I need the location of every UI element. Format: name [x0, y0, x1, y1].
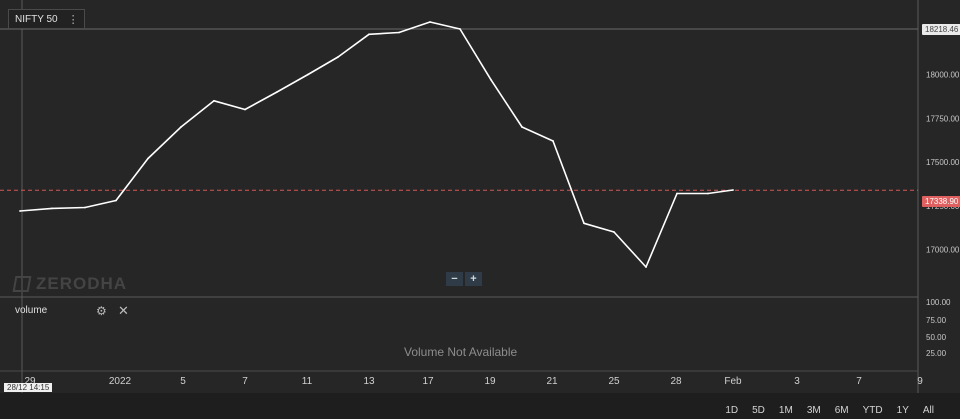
time-tick-label: 9 — [917, 376, 923, 387]
time-tick-label: 17 — [422, 376, 434, 387]
price-point — [19, 210, 21, 212]
range-3m[interactable]: 3M — [806, 405, 821, 416]
price-point — [676, 192, 678, 195]
range-5d[interactable]: 5D — [752, 405, 765, 416]
crosshair-price-tag: 18218.46 — [922, 24, 960, 35]
zerodha-watermark: ZERODHA — [12, 274, 128, 294]
zoom-out-button[interactable]: − — [446, 272, 463, 286]
time-tick-label: 19 — [484, 376, 496, 387]
price-point — [490, 78, 492, 81]
time-tick-label: Feb — [724, 376, 742, 387]
zoom-controls: − + — [446, 272, 482, 286]
volume-unavailable-message: Volume Not Available — [404, 345, 518, 359]
price-point — [583, 222, 585, 225]
price-point — [51, 207, 53, 210]
range-1d[interactable]: 1D — [725, 405, 739, 416]
price-point — [84, 206, 86, 209]
kebab-menu-icon[interactable]: ⋮ — [67, 13, 79, 26]
time-tick-label: 29 — [24, 376, 36, 387]
range-bar — [0, 393, 960, 419]
price-series-points — [19, 21, 734, 268]
price-point — [368, 33, 370, 36]
price-point — [398, 31, 400, 34]
symbol-name: NIFTY 50 — [15, 13, 58, 25]
price-point — [552, 140, 554, 142]
price-point — [115, 199, 117, 202]
price-point — [147, 157, 149, 160]
price-tick-label: 17500.00 — [926, 158, 960, 167]
price-tick-label: 18000.00 — [926, 71, 960, 80]
price-point — [613, 231, 615, 233]
volume-axis-ticks: 100.00 75.00 50.00 25.00 — [926, 298, 951, 358]
volume-tick-label: 50.00 — [926, 333, 947, 342]
price-series-line — [19, 21, 734, 268]
close-icon[interactable]: ✕ — [118, 303, 129, 318]
range-ytd[interactable]: YTD — [862, 405, 883, 416]
time-tick-label: 11 — [302, 376, 313, 387]
price-point — [180, 126, 182, 128]
time-axis-ticks: 29 2022 5 7 11 13 17 19 21 25 28 Feb 3 7 9 — [24, 376, 923, 387]
range-1y[interactable]: 1Y — [896, 405, 909, 416]
price-point — [521, 126, 523, 128]
time-tick-label: 28 — [670, 376, 682, 387]
watermark-text: ZERODHA — [36, 274, 128, 293]
crosshair-time-tag: 28/12 14:15 — [4, 383, 53, 392]
price-point — [459, 28, 461, 30]
time-tick-label: 21 — [546, 376, 558, 387]
volume-study-label: volume — [15, 305, 48, 316]
time-tick-label: 7 — [856, 376, 862, 387]
price-axis-ticks: 18250.0018000.0017750.0017500.0017250.00… — [926, 27, 960, 255]
symbol-selector[interactable]: NIFTY 50 ⋮ — [8, 9, 85, 29]
price-point — [244, 108, 246, 111]
gear-icon[interactable]: ⚙ — [96, 304, 107, 318]
range-1m[interactable]: 1M — [778, 405, 793, 416]
price-point — [337, 56, 339, 58]
range-all[interactable]: All — [922, 405, 934, 416]
price-point — [276, 91, 278, 93]
time-tick-label: 3 — [794, 376, 800, 387]
price-tick-label: 17750.00 — [926, 114, 960, 123]
price-point — [707, 192, 709, 195]
volume-tick-label: 75.00 — [926, 316, 947, 325]
range-selector: 1D 5D 1M 3M 6M YTD 1Y All — [711, 405, 934, 416]
zoom-in-button[interactable]: + — [465, 272, 482, 286]
price-point — [429, 21, 431, 23]
time-tick-label: 7 — [242, 376, 248, 387]
price-point — [645, 266, 647, 268]
time-tick-label: 13 — [363, 376, 375, 387]
time-tick-label: 25 — [608, 376, 620, 387]
range-6m[interactable]: 6M — [834, 405, 849, 416]
price-point — [213, 99, 215, 102]
zerodha-logo-icon — [12, 276, 32, 292]
time-tick-label: 5 — [180, 376, 186, 387]
price-point — [732, 189, 734, 191]
volume-tick-label: 25.00 — [926, 349, 947, 358]
price-tick-label: 17000.00 — [926, 246, 960, 255]
volume-tick-label: 100.00 — [926, 298, 951, 307]
time-tick-label: 2022 — [109, 376, 132, 387]
price-point — [307, 73, 309, 76]
last-price-tag: 17338.90 — [922, 196, 960, 207]
